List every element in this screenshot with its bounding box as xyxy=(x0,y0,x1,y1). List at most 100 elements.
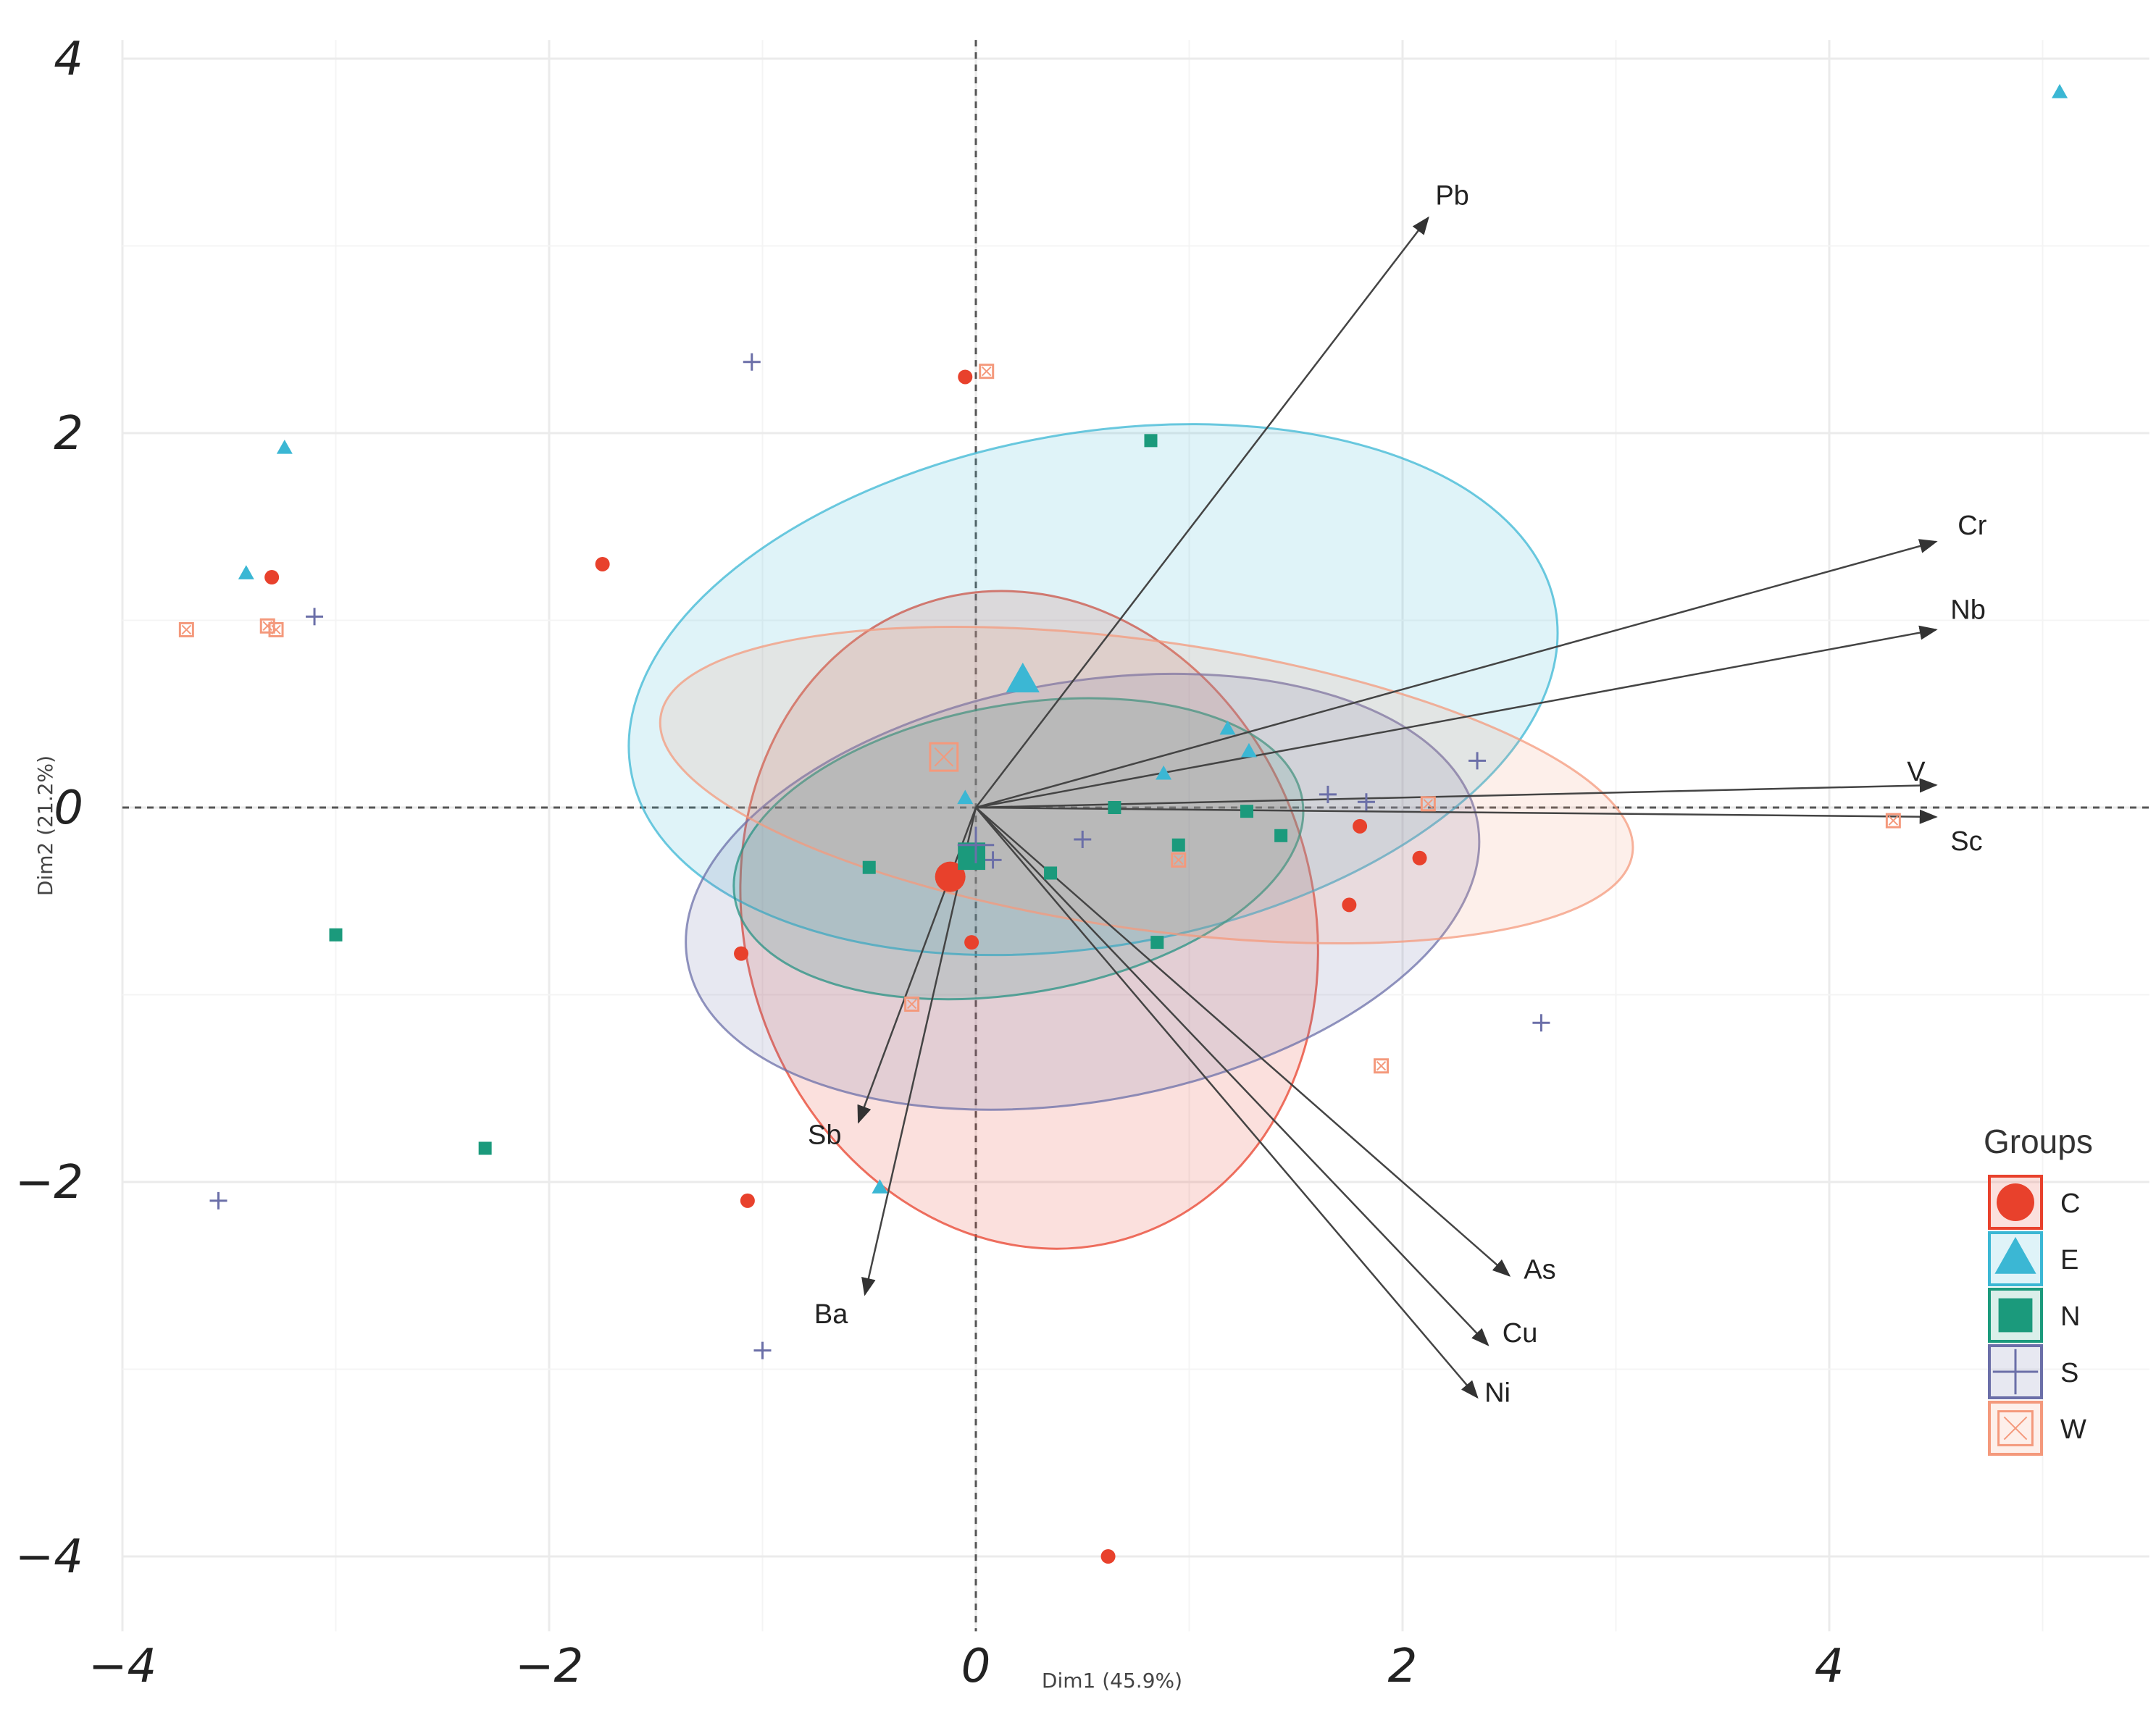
legend-label-W: W xyxy=(2060,1414,2086,1445)
point-C xyxy=(264,570,280,585)
point-E xyxy=(276,440,293,454)
x xyxy=(982,366,992,377)
point-N xyxy=(478,1141,492,1155)
box xyxy=(1997,1410,2034,1446)
box xyxy=(1420,796,1436,812)
point-E xyxy=(238,565,254,579)
point-E xyxy=(957,789,974,805)
point-E xyxy=(2052,83,2068,98)
legend-label-N: N xyxy=(2060,1301,2080,1332)
legend-label-C: C xyxy=(2060,1189,2080,1219)
box xyxy=(178,621,194,637)
x xyxy=(1174,855,1184,865)
arrow-Sb xyxy=(857,807,977,1124)
point-W xyxy=(268,621,284,637)
centroid-C xyxy=(935,861,966,892)
point-W xyxy=(979,364,995,380)
point-W xyxy=(1420,796,1436,812)
ellipse-S xyxy=(685,672,1481,1111)
x-tick-label: 0 xyxy=(961,1640,991,1693)
legend-label-E: E xyxy=(2060,1245,2078,1275)
point-N xyxy=(862,860,876,874)
variable-label-Nb: Nb xyxy=(1950,595,1986,625)
y-tick-label: −4 xyxy=(15,1530,83,1584)
individual-points xyxy=(178,83,2068,1564)
point-N xyxy=(1274,829,1288,842)
point-C xyxy=(958,369,973,385)
point-W xyxy=(178,621,194,637)
point-S xyxy=(306,608,324,626)
variable-label-Pb: Pb xyxy=(1435,181,1468,211)
point-W xyxy=(1885,813,1901,829)
point-S xyxy=(1074,830,1092,848)
arrow-Cu xyxy=(975,807,1489,1346)
box xyxy=(1374,1058,1390,1074)
y-tick-label: 2 xyxy=(54,407,83,461)
variable-label-Sc: Sc xyxy=(1950,826,1982,857)
point-S xyxy=(1357,793,1375,811)
legend-key-N xyxy=(1988,1288,2043,1343)
point-N xyxy=(329,928,343,942)
point-N xyxy=(1171,838,1185,852)
x xyxy=(1423,799,1434,809)
centroid-E xyxy=(1006,662,1040,693)
arrow-Sc xyxy=(975,806,1938,824)
point-N xyxy=(1044,866,1058,880)
box xyxy=(259,618,275,634)
point-S xyxy=(743,353,761,371)
x xyxy=(2003,1416,2028,1441)
point-N xyxy=(1240,805,1254,818)
y-tick-label: 0 xyxy=(54,781,83,835)
x xyxy=(1888,816,1899,826)
legend-symbol-C xyxy=(1997,1183,2034,1221)
point-S xyxy=(753,1341,772,1359)
point-S xyxy=(1468,752,1487,770)
centroid-W xyxy=(929,742,959,772)
point-C xyxy=(964,935,979,950)
confidence-ellipses xyxy=(627,423,1634,1250)
y-tick-label: −2 xyxy=(15,1156,83,1210)
variable-label-Sb: Sb xyxy=(808,1120,841,1150)
variable-label-Ni: Ni xyxy=(1484,1378,1511,1408)
x xyxy=(1376,1061,1387,1071)
point-S xyxy=(1532,1014,1550,1032)
x-tick-label: 4 xyxy=(1815,1640,1844,1693)
box xyxy=(929,742,959,772)
x xyxy=(181,624,192,635)
variable-label-Cu: Cu xyxy=(1503,1318,1538,1349)
point-E xyxy=(1156,765,1172,780)
point-E xyxy=(872,1179,888,1194)
ellipse-E xyxy=(627,423,1559,957)
x-tick-labels: −4 −2 0 2 4 xyxy=(88,1640,1844,1693)
zero-reference-lines xyxy=(122,40,2149,1632)
legend-label-S: S xyxy=(2060,1358,2078,1388)
arrow-As xyxy=(975,807,1511,1277)
legend-symbol-W xyxy=(1997,1410,2034,1446)
arrow-Ni xyxy=(975,807,1479,1399)
point-C xyxy=(1100,1549,1116,1564)
point-C xyxy=(1412,850,1427,865)
arrow-Nb xyxy=(975,625,1938,809)
x xyxy=(906,999,917,1010)
arrow-V xyxy=(975,778,1938,809)
point-C xyxy=(1353,818,1368,834)
point-E xyxy=(1240,742,1257,758)
x xyxy=(271,624,281,635)
point-N xyxy=(1150,936,1164,949)
ellipse-W xyxy=(659,625,1634,944)
point-W xyxy=(1374,1058,1390,1074)
x-axis-title: Dim1 (45.9%) xyxy=(1042,1669,1182,1693)
legend-symbol-N xyxy=(1998,1298,2033,1333)
box xyxy=(979,364,995,380)
point-W xyxy=(904,996,920,1012)
variable-label-As: As xyxy=(1524,1254,1555,1285)
point-S xyxy=(984,851,1002,869)
point-C xyxy=(595,556,610,571)
point-S xyxy=(1319,785,1337,803)
x xyxy=(934,747,954,767)
centroid-S xyxy=(957,826,995,863)
box xyxy=(1171,852,1187,868)
arrow-Pb xyxy=(975,216,1429,808)
